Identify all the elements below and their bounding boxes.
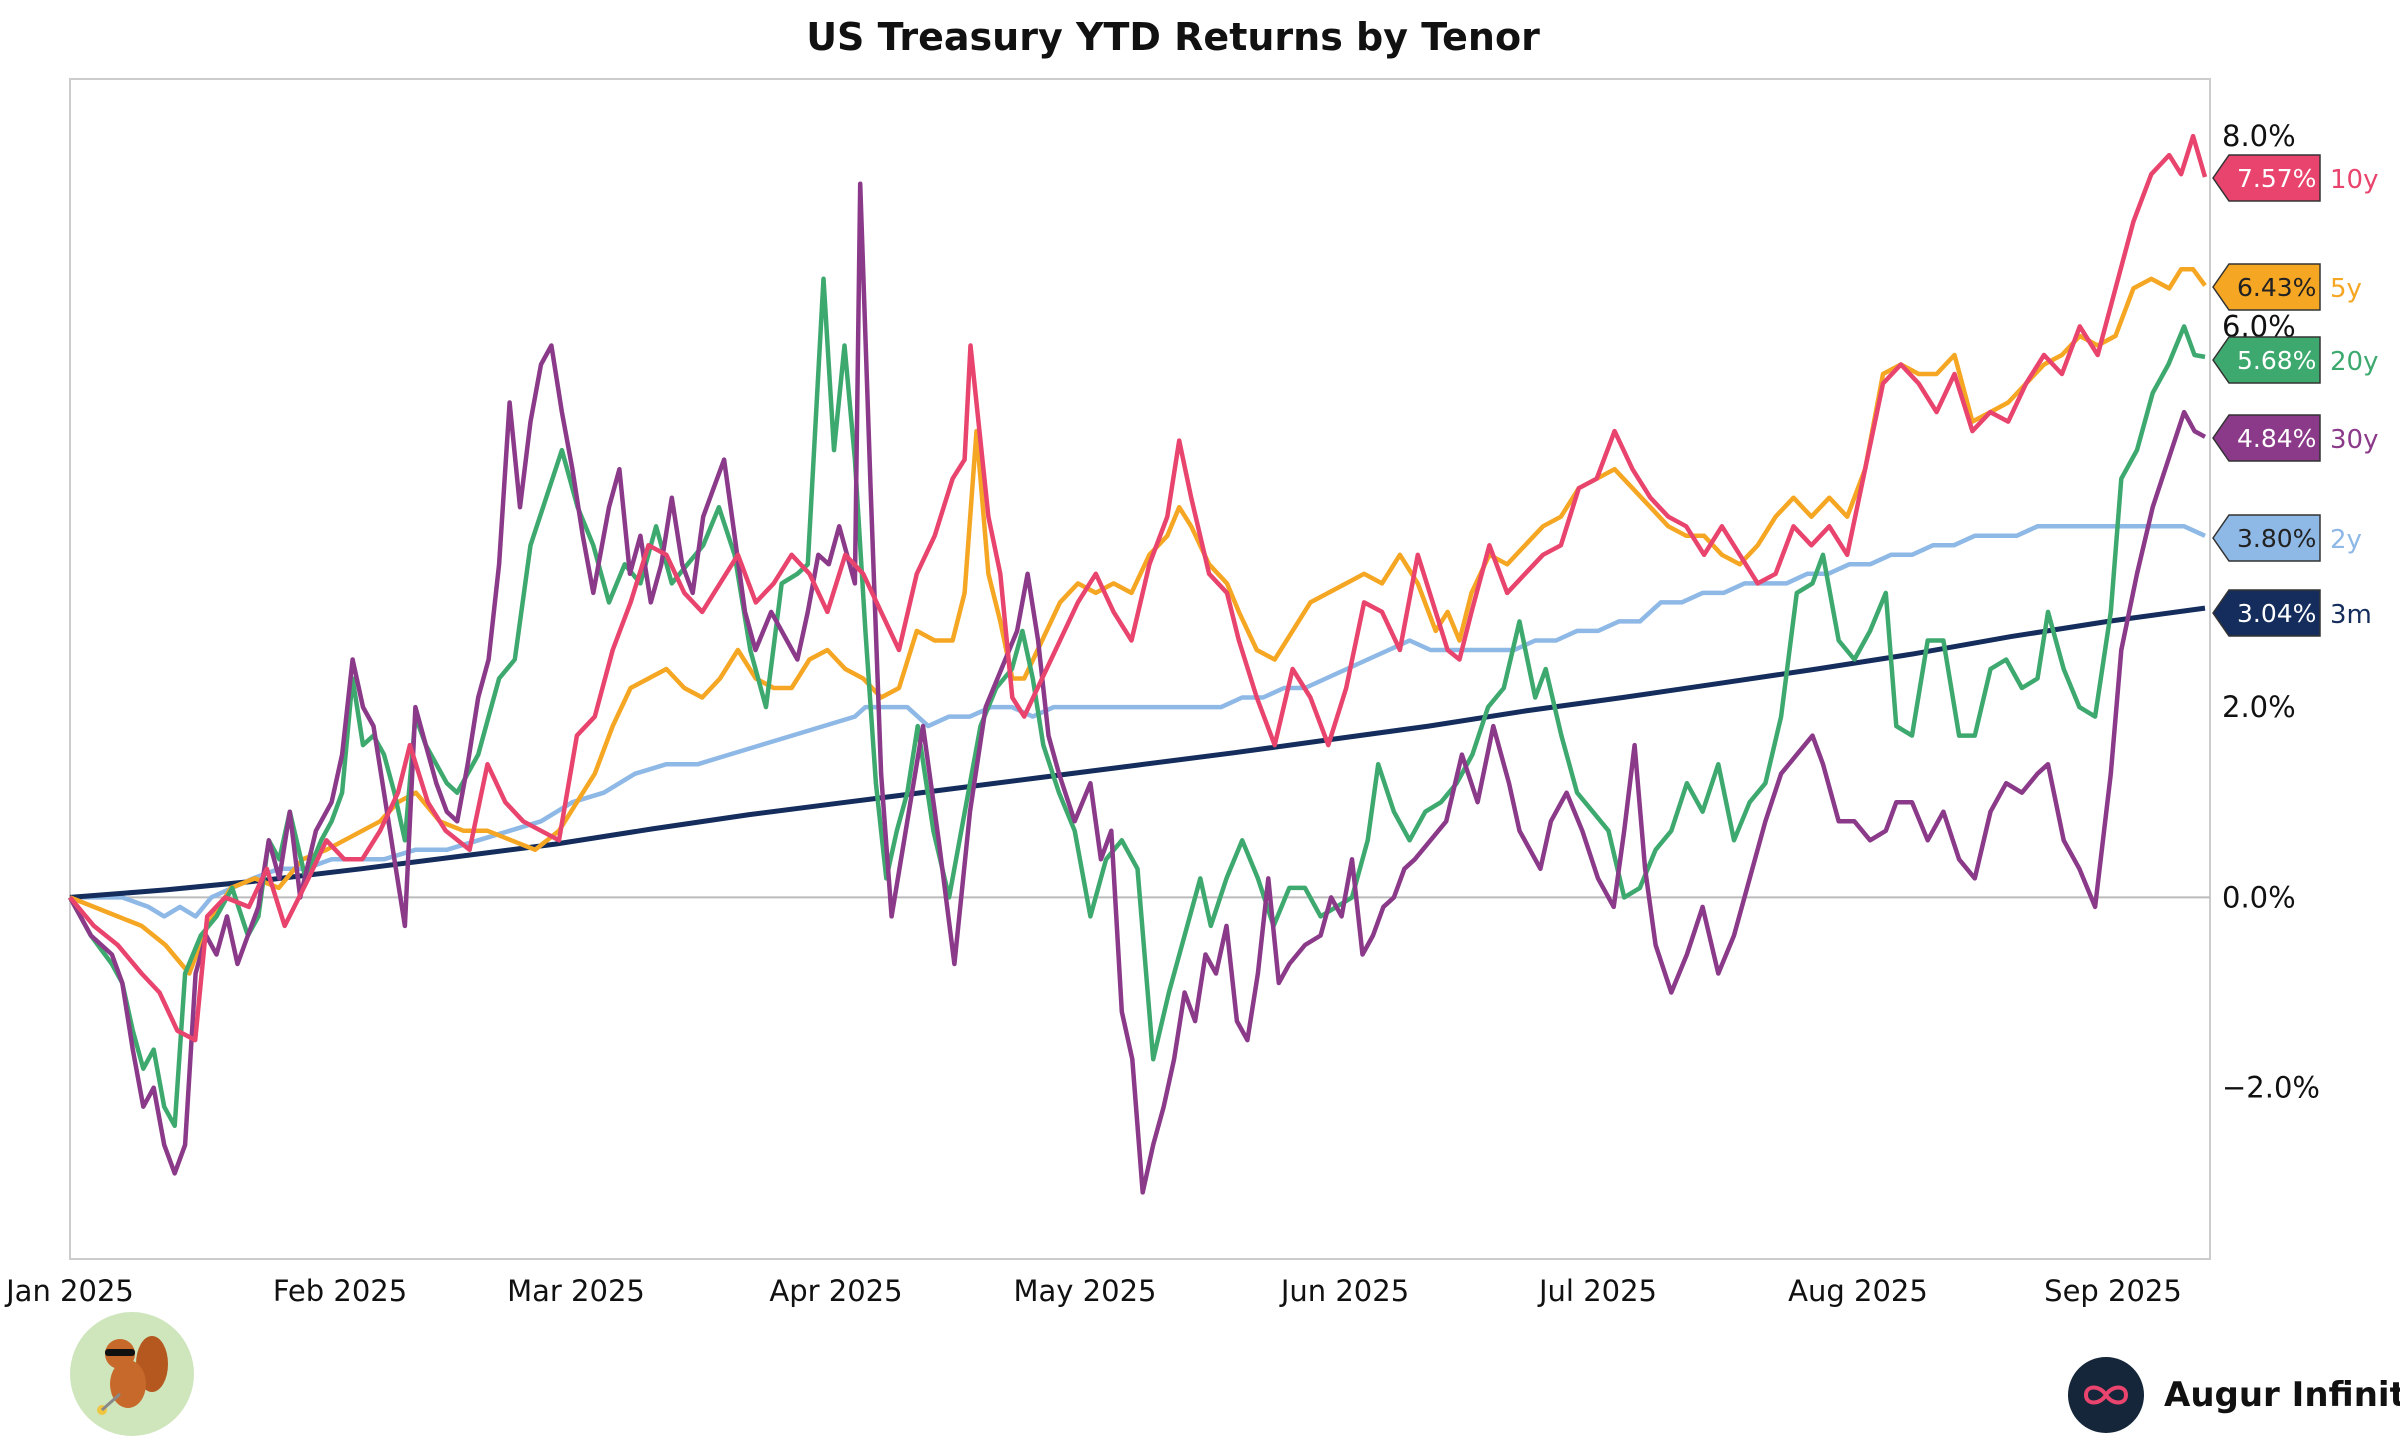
x-tick-label: Jul 2025 xyxy=(1537,1274,1657,1308)
end-label-box-5y xyxy=(2212,263,2321,311)
y-tick-label: 8.0% xyxy=(2222,119,2296,153)
squirrel-icon xyxy=(97,1336,168,1415)
end-label-name-30y: 30y xyxy=(2330,425,2378,455)
end-label-value-5y: 6.43% xyxy=(2237,273,2316,302)
y-tick-label: 2.0% xyxy=(2222,690,2296,724)
x-tick-label: Mar 2025 xyxy=(507,1274,645,1308)
plot-frame xyxy=(69,78,2211,1260)
brand-name: Augur Infinity xyxy=(2164,1375,2400,1415)
end-label-value-2y: 3.80% xyxy=(2237,524,2316,553)
x-tick-label: Sep 2025 xyxy=(2044,1274,2182,1308)
end-label-box-2y xyxy=(2212,514,2321,562)
end-label-name-2y: 2y xyxy=(2330,525,2362,555)
x-tick-label: May 2025 xyxy=(1014,1274,1157,1308)
end-label-box-20y xyxy=(2212,336,2321,384)
end-label-value-30y: 4.84% xyxy=(2237,424,2316,453)
end-label-2y: 3.80% 2y xyxy=(2212,514,2362,562)
series-line-20y xyxy=(68,276,2206,1129)
series-line-30y xyxy=(68,181,2207,1195)
end-label-value-10y: 7.57% xyxy=(2237,164,2316,193)
end-label-box-10y xyxy=(2212,154,2321,202)
series-line-10y xyxy=(68,133,2208,1043)
end-label-5y: 6.43% 5y xyxy=(2212,263,2362,311)
y-tick-label: −2.0% xyxy=(2222,1071,2320,1105)
end-label-20y: 5.68% 20y xyxy=(2212,336,2378,384)
brand-logo: Augur Infinity xyxy=(2068,1352,2400,1438)
mascot-logo xyxy=(70,1312,194,1436)
end-label-30y: 4.84% 30y xyxy=(2212,414,2378,462)
end-label-value-20y: 5.68% xyxy=(2237,346,2316,375)
series-line-3m xyxy=(69,605,2206,900)
x-tick-label: Apr 2025 xyxy=(769,1274,902,1308)
end-label-name-20y: 20y xyxy=(2330,347,2378,377)
series-line-2y xyxy=(70,524,2206,919)
x-tick-label: Jan 2025 xyxy=(4,1274,134,1308)
x-tick-label: Aug 2025 xyxy=(1788,1274,1928,1308)
end-label-3m: 3.04% 3m xyxy=(2212,589,2372,637)
end-label-name-10y: 10y xyxy=(2330,165,2378,195)
y-tick-label: 0.0% xyxy=(2222,880,2296,914)
x-tick-label: Feb 2025 xyxy=(273,1274,407,1308)
end-label-10y: 7.57% 10y xyxy=(2212,154,2378,202)
chart-title: US Treasury YTD Returns by Tenor xyxy=(806,15,1540,59)
end-label-value-3m: 3.04% xyxy=(2237,599,2316,628)
x-tick-label: Jun 2025 xyxy=(1279,1274,1409,1308)
end-label-name-3m: 3m xyxy=(2330,600,2372,630)
end-label-box-3m xyxy=(2212,589,2321,637)
x-axis-ticks: Jan 2025 Feb 2025 Mar 2025 Apr 2025 May 2025… xyxy=(4,1274,2182,1308)
infinity-icon xyxy=(2068,1357,2144,1433)
end-label-name-5y: 5y xyxy=(2330,274,2362,304)
end-label-box-30y xyxy=(2212,414,2321,462)
series-lines xyxy=(68,133,2208,1195)
